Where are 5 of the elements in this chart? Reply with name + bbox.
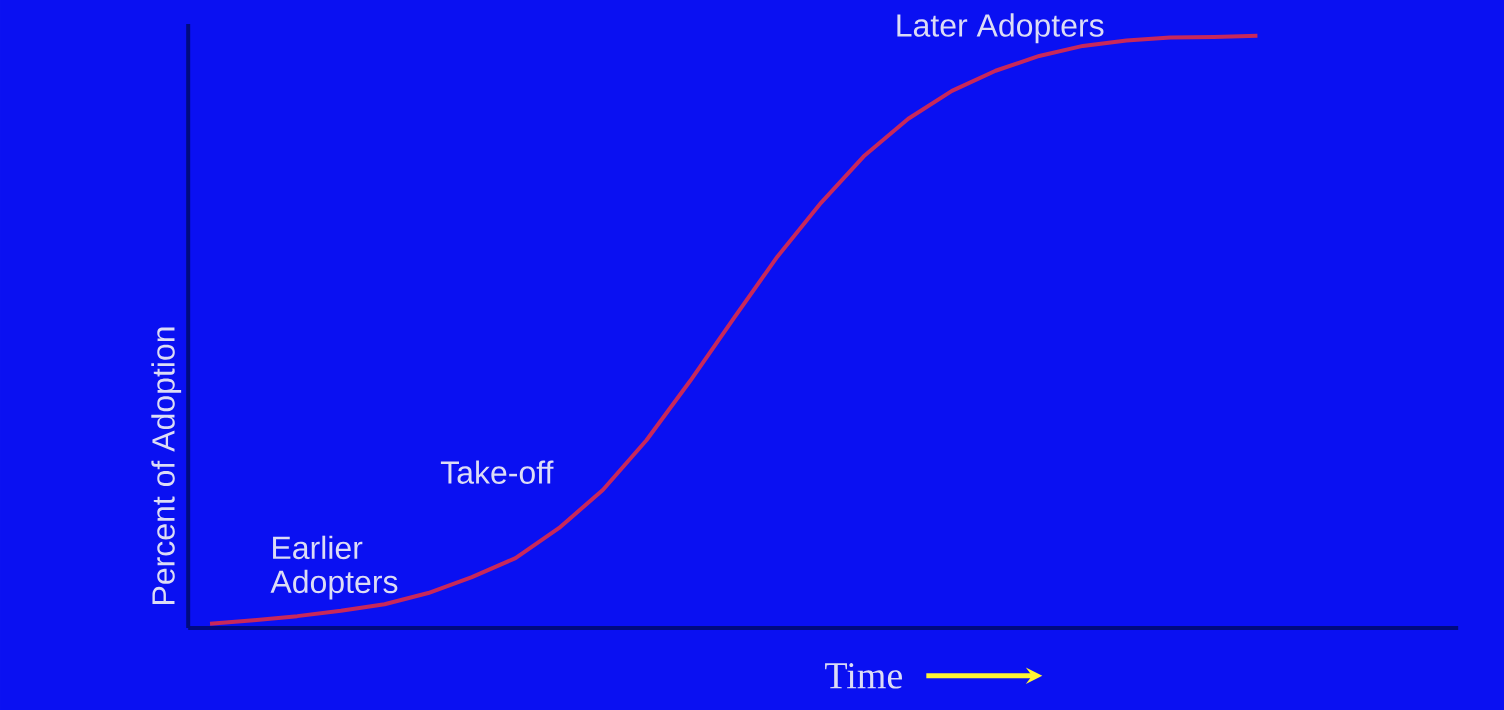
- annotation: Earlier Adopters: [270, 535, 398, 600]
- annotation: Take-off: [440, 460, 554, 484]
- annotation: Later Adopters: [897, 13, 1104, 44]
- x-axis-title: Time: [825, 663, 902, 689]
- y-axis-title: Percent of Adoption: [151, 327, 182, 604]
